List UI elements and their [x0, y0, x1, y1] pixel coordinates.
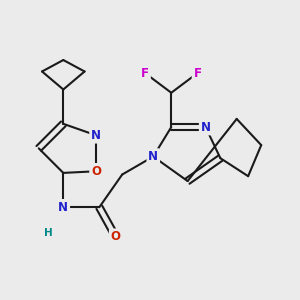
- Text: F: F: [194, 67, 201, 80]
- Text: N: N: [201, 121, 211, 134]
- Text: N: N: [91, 129, 101, 142]
- Text: H: H: [44, 228, 53, 239]
- Text: O: O: [111, 230, 121, 243]
- Text: N: N: [58, 201, 68, 214]
- Text: H: H: [44, 228, 53, 239]
- Text: O: O: [91, 165, 101, 178]
- Text: F: F: [141, 67, 149, 80]
- Text: N: N: [148, 150, 158, 163]
